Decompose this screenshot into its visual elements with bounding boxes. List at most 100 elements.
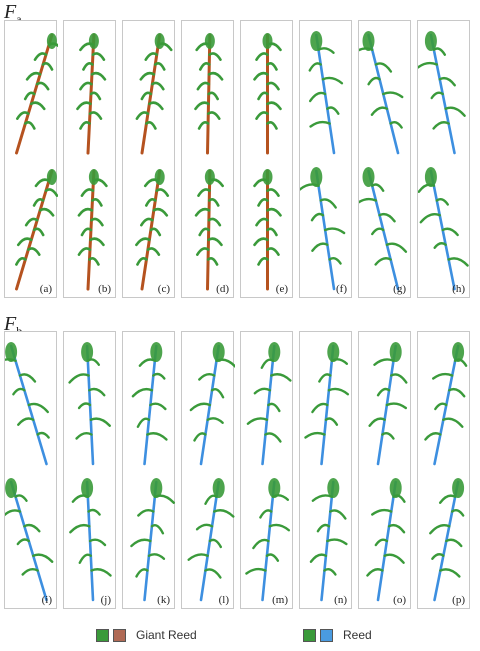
plant-leaf <box>432 372 454 380</box>
plant-leaf <box>266 188 280 197</box>
plant-leaf <box>245 567 267 575</box>
panel-m: (m) <box>240 331 293 609</box>
plant-point-cloud <box>194 33 224 291</box>
plant-leaf <box>77 247 92 256</box>
panel-f: (f) <box>299 20 352 298</box>
plant-leaf <box>88 387 106 397</box>
plant-leaf <box>311 402 329 414</box>
plant-leaf <box>187 553 209 561</box>
legend-giant-reed: Giant Reed <box>96 628 197 642</box>
plant-leaf <box>419 212 441 224</box>
panel-b: (b) <box>63 20 116 298</box>
plant-leaf <box>266 81 280 91</box>
plant-leaf <box>431 553 445 560</box>
plant-leaf <box>153 62 166 71</box>
panel-j: (j) <box>63 331 116 609</box>
plant-leaf <box>27 247 41 256</box>
plant-leaf <box>24 217 39 227</box>
plant-leaf <box>442 417 464 428</box>
plant-leaf <box>374 538 389 547</box>
plant-top-cluster <box>5 478 18 498</box>
plant-leaf <box>304 431 326 439</box>
plant-top-cluster <box>389 478 402 498</box>
plant-leaf <box>135 568 149 578</box>
panel-tag: (n) <box>334 594 347 606</box>
plant-leaf <box>149 227 162 237</box>
plant-leaf <box>321 76 344 85</box>
plant-leaf <box>193 432 207 442</box>
plant-leaf <box>317 47 335 54</box>
plant-leaf <box>91 198 103 207</box>
panel-tag: (f) <box>336 283 347 295</box>
plant-point-cloud <box>130 342 176 602</box>
panel-d: (d) <box>181 20 234 298</box>
plant-leaf <box>257 91 269 101</box>
plant-leaf <box>366 568 384 577</box>
plant-top-cluster <box>389 342 402 362</box>
plant-leaf <box>318 373 332 383</box>
panel-n: (n) <box>299 331 352 609</box>
plant-leaf <box>144 198 157 207</box>
plant-leaf <box>194 101 210 111</box>
plant-leaf <box>253 237 269 247</box>
plant-leaf <box>264 432 282 443</box>
legend-reed: Reed <box>303 628 372 642</box>
plant-leaf <box>151 81 165 91</box>
panel-e: (e) <box>240 20 293 298</box>
legend-swatch-stem <box>320 628 333 642</box>
plant-leaf <box>432 121 450 130</box>
plant-leaf <box>140 217 154 227</box>
plant-leaf <box>367 76 381 86</box>
plant-point-cloud <box>253 33 282 291</box>
plant-leaf <box>36 431 50 439</box>
plant-leaf <box>137 508 155 517</box>
plant-top-cluster <box>327 342 340 362</box>
plant-top-cluster <box>310 167 323 187</box>
plant-top-cluster <box>452 342 465 362</box>
plant-leaf <box>359 197 378 204</box>
plant-top-cluster <box>154 33 165 49</box>
plant-leaf <box>316 523 331 533</box>
plant-leaf <box>324 417 339 426</box>
plant-leaf <box>210 387 225 399</box>
panel-tag: (l) <box>218 594 229 606</box>
plant-leaf <box>252 538 270 550</box>
plant-leaf <box>370 183 385 192</box>
plant-leaf <box>265 553 280 562</box>
plant-leaf <box>197 121 210 130</box>
plant-leaf <box>16 538 30 546</box>
plant-leaf <box>5 509 22 517</box>
plant-leaf <box>145 121 157 130</box>
legend-swatch-leaf <box>303 628 316 642</box>
plant-leaf <box>213 509 235 518</box>
plant-leaf <box>79 81 93 91</box>
plant-top-cluster <box>262 33 273 49</box>
panel-tag: (k) <box>157 594 170 606</box>
panel-tag: (j) <box>100 594 111 606</box>
plant-leaf <box>152 207 169 217</box>
plant-leaf <box>23 91 36 101</box>
plant-leaf <box>77 402 92 410</box>
plant-leaf <box>33 52 48 61</box>
plant-leaf <box>87 508 101 516</box>
plant-top-cluster <box>310 31 323 51</box>
plant-leaf <box>319 198 337 209</box>
plant-leaf <box>69 523 91 534</box>
legend-swatch-stem <box>113 628 126 642</box>
panel-tag: (p) <box>452 594 465 606</box>
plant-leaf <box>198 62 211 71</box>
plant-point-cloud <box>300 31 346 291</box>
plant-point-cloud <box>424 342 468 602</box>
plant-leaf <box>371 508 393 516</box>
plant-leaf <box>257 257 269 266</box>
plant-leaf <box>448 387 466 398</box>
panel-tag: (h) <box>452 283 465 295</box>
plant-leaf <box>29 101 46 111</box>
plant-leaf <box>257 198 269 207</box>
plant-leaf <box>189 402 212 412</box>
plant-leaf <box>77 207 94 217</box>
plant-leaf <box>382 91 404 99</box>
plant-leaf <box>195 247 210 256</box>
panel-tag: (d) <box>216 283 229 295</box>
plant-point-cloud <box>15 33 58 291</box>
